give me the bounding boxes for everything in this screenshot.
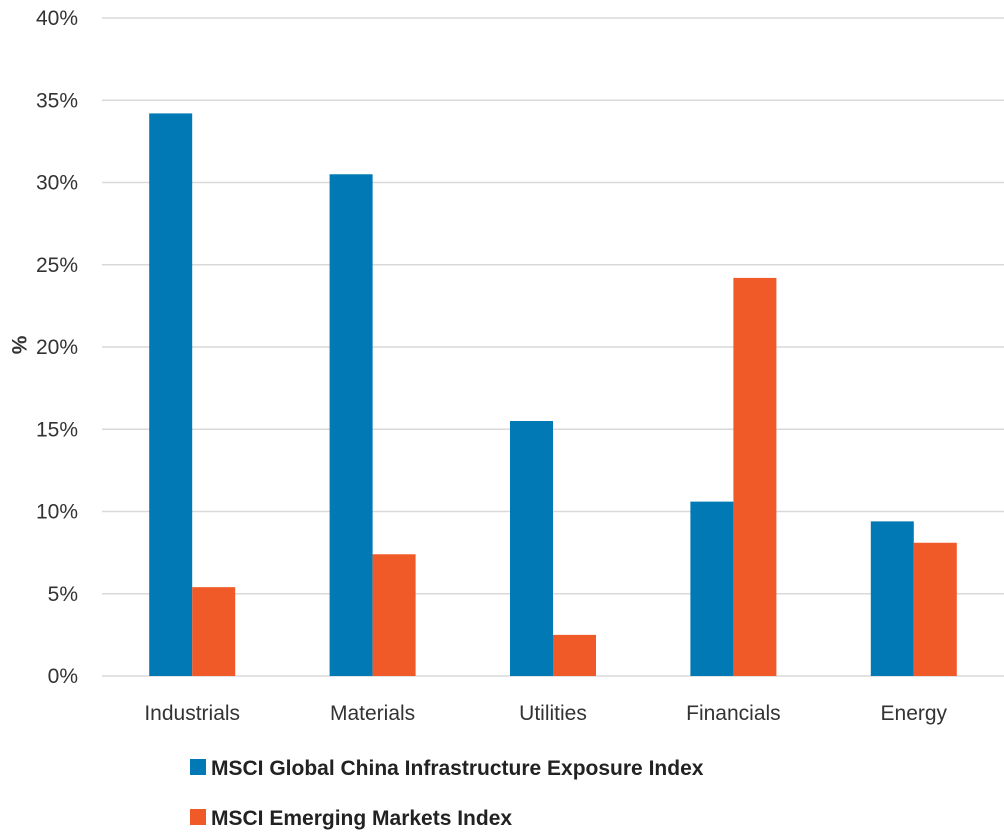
bar-utilities-series-2: [553, 634, 596, 676]
y-tick-label: 20%: [36, 336, 78, 359]
x-tick-label: Utilities: [519, 702, 587, 725]
x-axis-ticks: Industrials Materials Utilities Financials E…: [144, 702, 947, 725]
bar-energy-series-2: [913, 542, 957, 676]
x-tick-label: Energy: [881, 702, 948, 725]
y-tick-label: 40%: [36, 7, 78, 30]
bar-energy-series-1: [870, 521, 914, 676]
bar-utilities-series-1: [510, 421, 553, 676]
y-tick-label: 30%: [36, 172, 78, 195]
legend-label: MSCI Emerging Markets Index: [211, 807, 512, 830]
bar-industrials-series-1: [149, 113, 193, 676]
gridlines: [102, 17, 1004, 677]
y-tick-label: 15%: [36, 418, 78, 441]
bars: [149, 113, 957, 676]
bar-financials-series-2: [733, 277, 777, 676]
y-axis-label: %: [7, 336, 30, 355]
x-tick-label: Materials: [330, 702, 415, 725]
bar-financials-series-1: [690, 501, 734, 676]
legend-swatch: [190, 809, 206, 825]
y-tick-label: 5%: [48, 583, 78, 606]
y-tick-label: 35%: [36, 89, 78, 112]
x-tick-label: Industrials: [144, 702, 240, 725]
legend-swatch: [190, 759, 206, 775]
bar-materials-series-1: [329, 174, 373, 676]
y-tick-label: 0%: [48, 665, 78, 688]
bar-industrials-series-2: [192, 587, 236, 676]
legend-label: MSCI Global China Infrastructure Exposur…: [211, 757, 704, 780]
bar-materials-series-2: [372, 554, 416, 676]
legend: MSCI Global China Infrastructure Exposur…: [190, 757, 704, 830]
x-tick-label: Financials: [686, 702, 781, 725]
y-tick-label: 10%: [36, 501, 78, 524]
y-axis-ticks: 0% 5% 10% 15% 20% 25% 30% 35% 40%: [36, 7, 78, 688]
y-tick-label: 25%: [36, 254, 78, 277]
